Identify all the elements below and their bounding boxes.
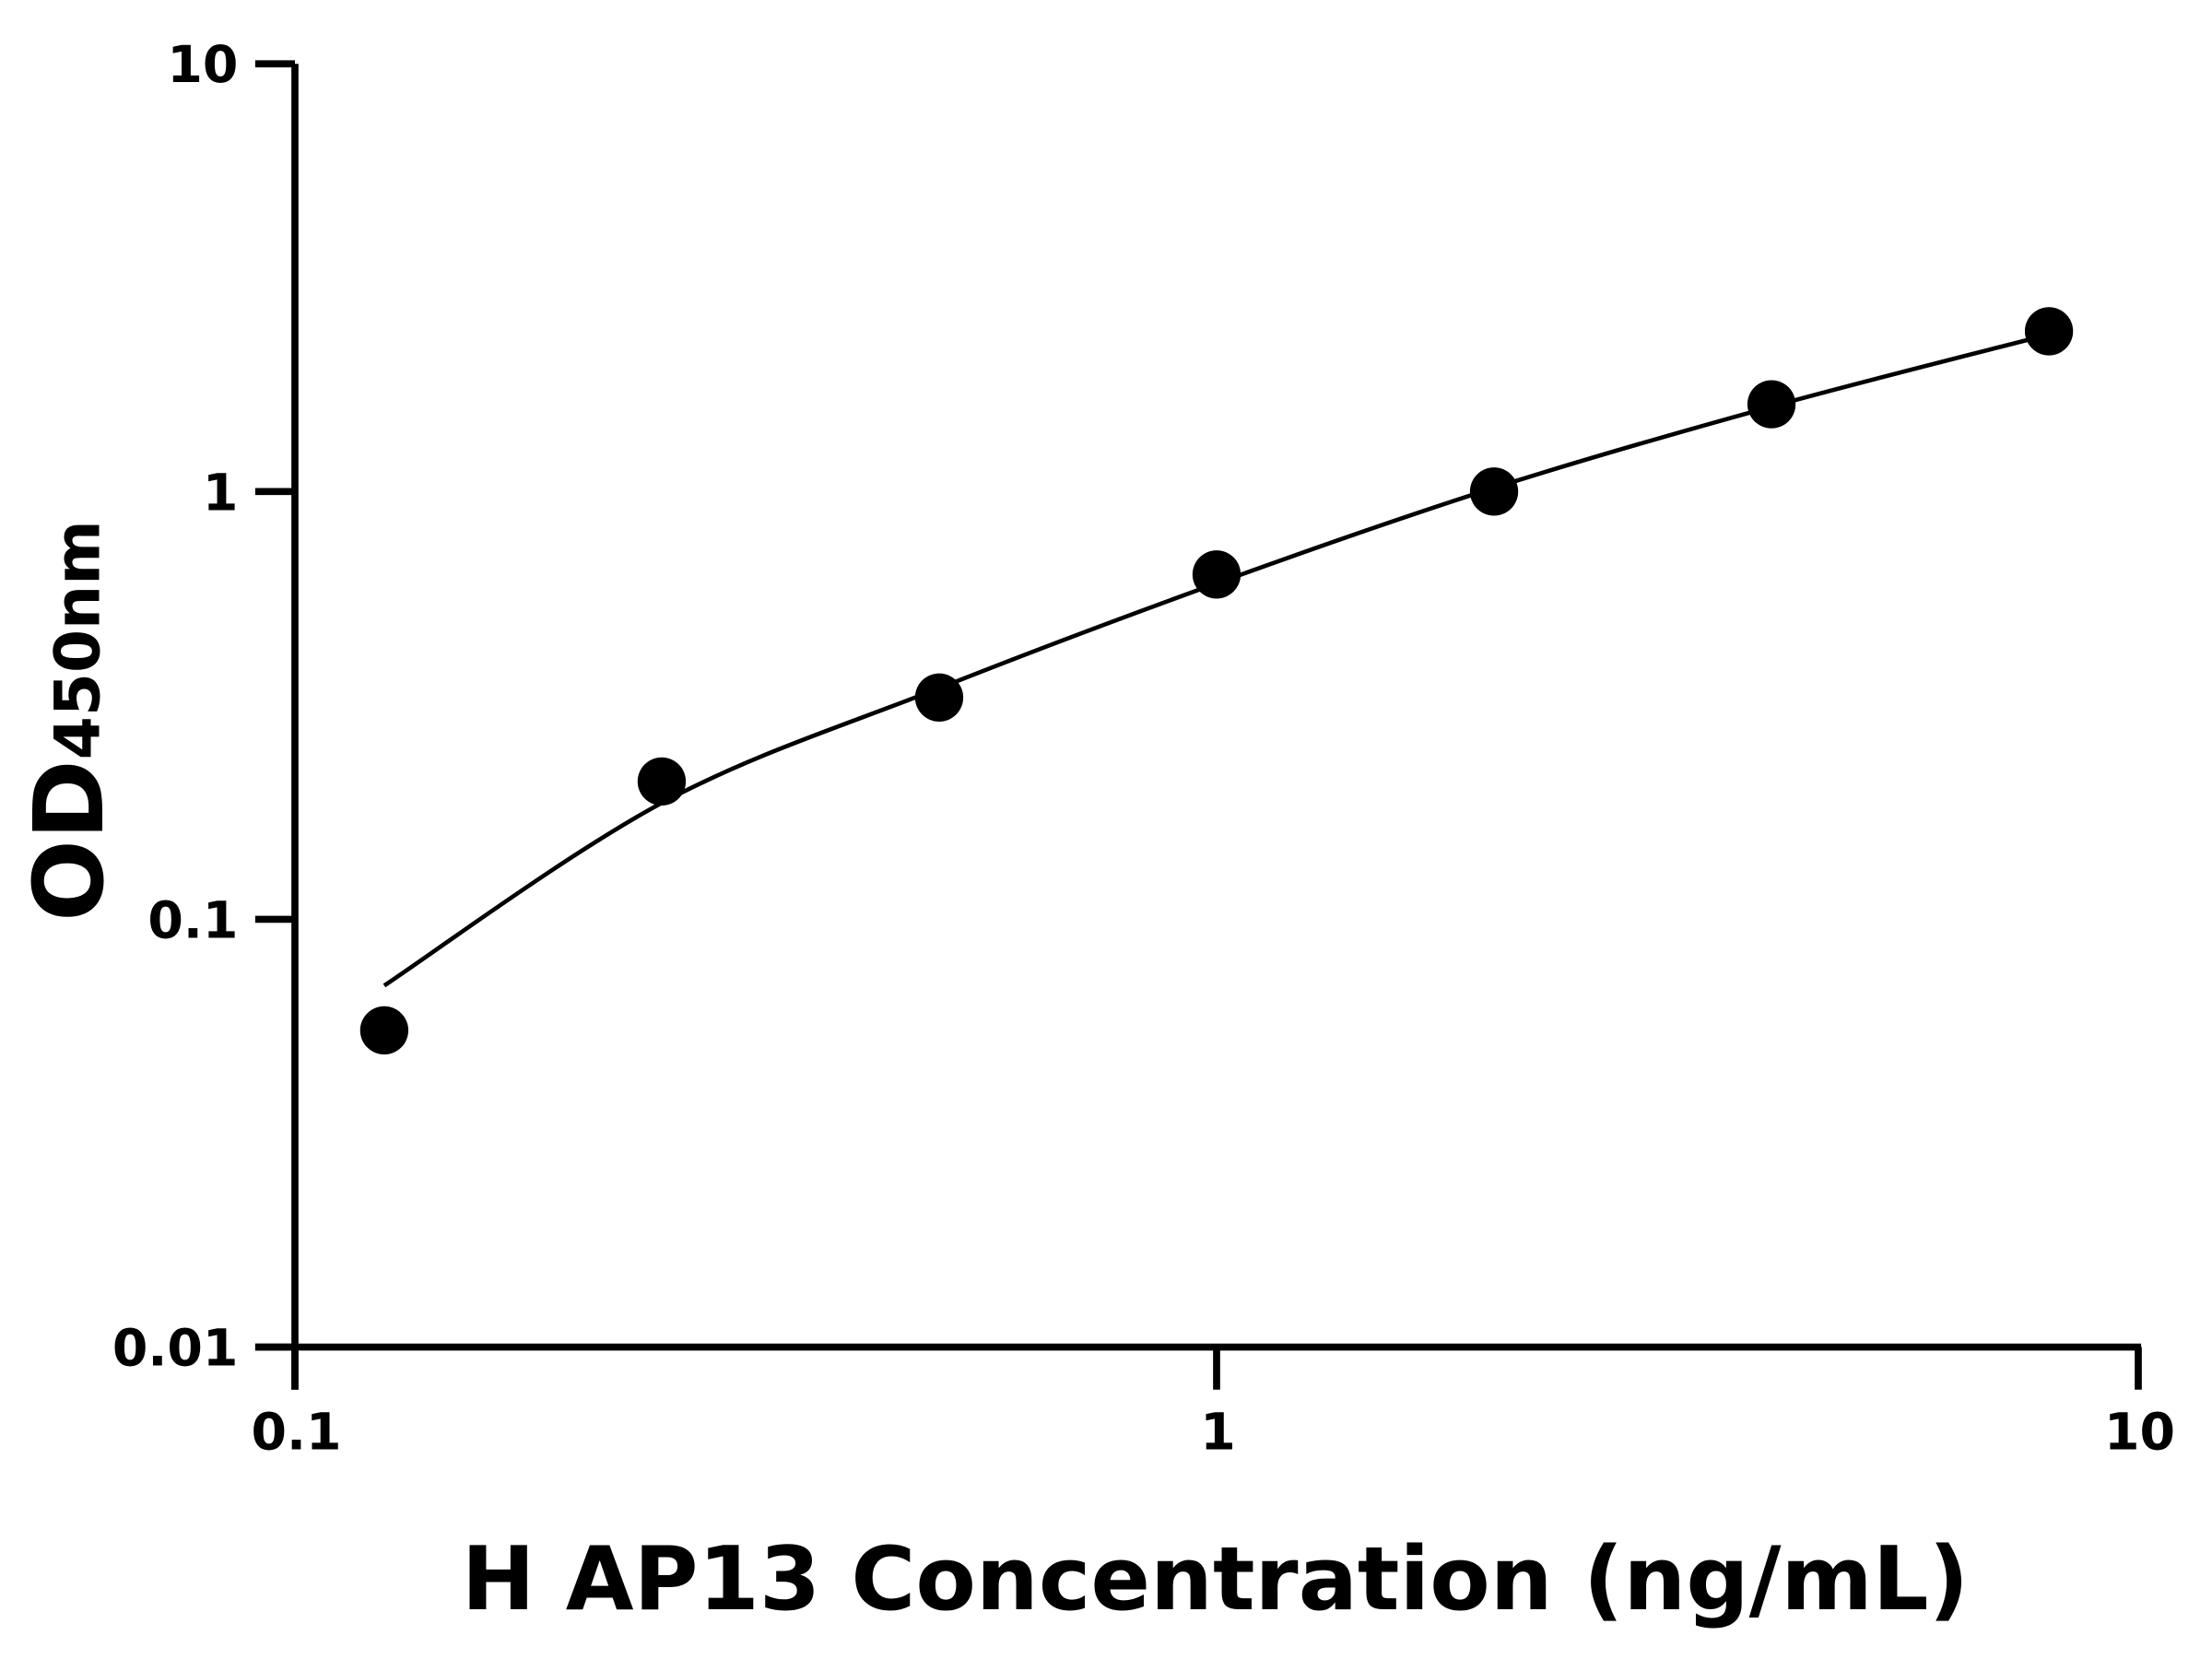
fitted-curve xyxy=(382,332,2050,988)
data-point xyxy=(1469,467,1519,516)
y-tick-label: 10 xyxy=(167,36,238,95)
y-axis-title-subscript: 450nm xyxy=(41,520,114,759)
data-point xyxy=(2024,307,2074,356)
y-axis-title: OD450nm xyxy=(13,520,125,922)
y-ticks: 0.01 0.1 1 10 xyxy=(112,36,295,1379)
y-tick-label: 0.01 xyxy=(112,1320,239,1379)
y-tick-label: 1 xyxy=(203,464,239,523)
x-ticks: 0.1 1 10 xyxy=(251,1347,2175,1462)
axes xyxy=(254,64,2142,1390)
data-point xyxy=(637,757,687,806)
x-tick-label: 1 xyxy=(1200,1403,1236,1462)
data-point xyxy=(914,673,964,722)
y-axis-title-main: OD xyxy=(13,759,125,922)
x-tick-label: 0.1 xyxy=(251,1403,341,1462)
x-axis-title: H AP13 Concentration (ng/mL) xyxy=(462,1528,1969,1630)
y-tick-label: 0.1 xyxy=(147,891,238,950)
data-points xyxy=(359,307,2074,1055)
x-tick-label: 10 xyxy=(2104,1403,2175,1462)
data-point xyxy=(1747,380,1796,429)
data-point xyxy=(1192,550,1241,599)
data-point xyxy=(359,1006,409,1055)
y-axis-title-group: OD450nm xyxy=(13,520,125,922)
